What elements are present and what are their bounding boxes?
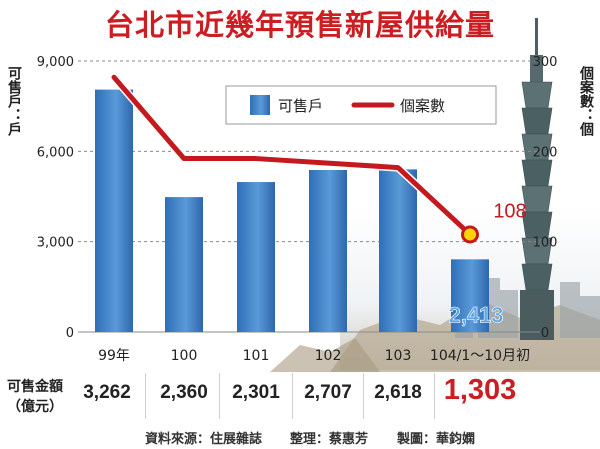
credit-editor: 整理：蔡惠芳 [290, 432, 369, 447]
tick-labels: 108 2,413 0 3,000 6,000 9,000 0 100 200 300 99年 100… [37, 55, 558, 364]
right-tick-label: 0 [541, 326, 549, 341]
tower-top [530, 55, 543, 85]
category-label: 100 [171, 348, 198, 364]
bars [95, 89, 489, 332]
category-label: 99年 [98, 348, 130, 364]
amount-value: 1,303 [443, 374, 517, 406]
left-tick-label: 3,000 [37, 236, 74, 251]
amount-value: 2,360 [160, 382, 208, 403]
legend-line-label: 個案數 [400, 97, 445, 115]
left-tick-label: 0 [66, 326, 74, 341]
bar-0 [95, 89, 133, 332]
city-block [560, 282, 580, 338]
right-tick-label: 100 [533, 236, 558, 251]
amount-value: 3,262 [83, 382, 131, 403]
line-end-marker [461, 225, 479, 244]
tower-segment [521, 107, 553, 135]
amount-divider [145, 373, 146, 419]
bar-3 [309, 170, 347, 332]
bar-1 [165, 197, 203, 332]
chart-title: 台北市近幾年預售新屋供給量 [104, 8, 495, 42]
left-tick-label: 6,000 [37, 145, 74, 160]
bar-5 [451, 259, 489, 332]
left-axis-label: 可售戶：戶 [6, 66, 22, 136]
tower-segment [521, 81, 553, 109]
amount-divider [292, 373, 293, 419]
amount-value: 2,301 [232, 382, 280, 403]
legend: 可售戶 個案數 [225, 85, 497, 125]
case-line [110, 73, 479, 244]
amount-divider [434, 373, 435, 419]
tower-segment [521, 263, 553, 291]
legend-bar-swatch [250, 95, 270, 115]
legend-bar-label: 可售戶 [278, 97, 323, 115]
bar-last-label: 2,413 [448, 302, 503, 327]
city-block [580, 296, 600, 338]
right-tick-label: 300 [533, 55, 558, 70]
amount-divider [363, 373, 364, 419]
tower-spire [535, 18, 538, 58]
right-tick-label: 200 [533, 145, 558, 160]
amount-value: 2,618 [374, 382, 422, 403]
category-label: 101 [243, 348, 270, 364]
category-label: 102 [315, 348, 342, 364]
amount-label: 可售金額（億元） [7, 379, 63, 415]
credit-designer: 製圖：華鈞嫻 [397, 432, 476, 447]
left-tick-label: 9,000 [37, 55, 74, 70]
category-label: 104/1～10月初 [430, 347, 530, 364]
bar-4 [379, 169, 417, 332]
credit-source: 資料來源：住展雜誌 [145, 432, 263, 447]
right-axis-label: 個案數：個 [578, 66, 594, 136]
amount-divider [219, 373, 220, 419]
line-last-label: 108 [493, 200, 526, 222]
tower-segment [521, 159, 553, 187]
amount-value: 2,707 [304, 382, 352, 403]
rock-shape [270, 338, 380, 372]
city-block [500, 290, 518, 338]
line-series [111, 74, 473, 237]
category-label: 103 [385, 348, 412, 364]
bar-2 [237, 182, 275, 332]
